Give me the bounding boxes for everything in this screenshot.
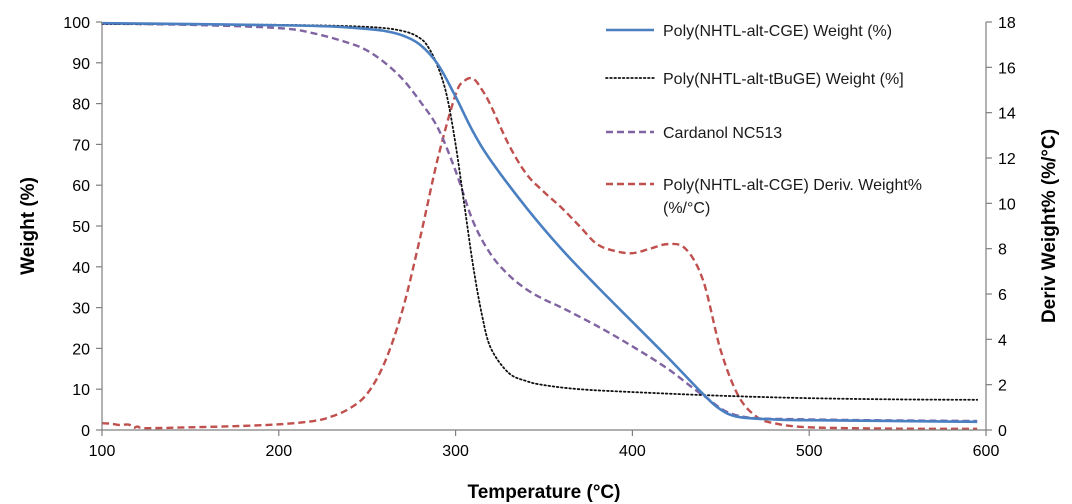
y2-axis-title: Deriv Weight% (%/°C) xyxy=(1039,129,1060,323)
series-layer xyxy=(101,21,979,431)
series-line-poly-nhtl-alt-tbuge-weight xyxy=(101,23,979,401)
y-tick-label: 80 xyxy=(72,97,90,114)
legend-label-poly-nhtl-alt-cge-deriv-weight-c: Poly(NHTL-alt-CGE) Deriv. Weight% (%/°C) xyxy=(663,177,922,217)
y2-tick-label: 4 xyxy=(998,332,1007,349)
x-tick-label: 200 xyxy=(265,443,292,460)
y2-tick-label: 12 xyxy=(998,151,1016,168)
x-tick-label: 300 xyxy=(442,443,469,460)
y-tick-label: 70 xyxy=(72,137,90,154)
y-tick-label: 20 xyxy=(72,341,90,358)
y-tick-label: 30 xyxy=(72,301,90,318)
x-tick-label: 500 xyxy=(796,443,823,460)
y2-tick-label: 18 xyxy=(998,15,1016,32)
y2-tick-label: 8 xyxy=(998,242,1007,259)
y-tick-label: 100 xyxy=(63,15,90,32)
y-tick-label: 10 xyxy=(72,382,90,399)
y-tick-label: 0 xyxy=(81,423,90,440)
y2-tick-label: 10 xyxy=(998,196,1016,213)
plot-area xyxy=(102,22,986,430)
y2-tick-label: 6 xyxy=(998,287,1007,304)
y2-ticks: 0 2 4 6 8 10 12 14 16 18 xyxy=(986,15,1016,440)
series-line-poly-nhtl-alt-cge-deriv-weight-c xyxy=(101,76,978,431)
x-axis-title: Temperature (°C) xyxy=(468,482,621,503)
x-ticks: 100 200 300 400 500 600 xyxy=(89,430,1000,460)
legend-label-poly-nhtl-alt-cge-weight: Poly(NHTL-alt-CGE) Weight (%) xyxy=(663,23,892,40)
y2-tick-label: 14 xyxy=(998,106,1016,123)
legend-label-cardanol-nc513: Cardanol NC513 xyxy=(663,125,782,142)
plot-background xyxy=(102,22,986,430)
x-tick-label: 400 xyxy=(619,443,646,460)
legend-label-poly-nhtl-alt-tbuge-weight: Poly(NHTL-alt-tBuGE) Weight (%] xyxy=(663,71,904,88)
series-line-cardanol-nc513 xyxy=(101,22,978,423)
y-tick-label: 60 xyxy=(72,178,90,195)
y2-tick-label: 2 xyxy=(998,378,1007,395)
y-tick-label: 50 xyxy=(72,219,90,236)
x-tick-label: 100 xyxy=(89,443,116,460)
y-tick-label: 90 xyxy=(72,56,90,73)
y2-tick-label: 0 xyxy=(998,423,1007,440)
y-tick-label: 40 xyxy=(72,260,90,277)
y-ticks: 0 10 20 30 40 50 60 70 80 90 100 xyxy=(63,15,102,440)
x-tick-label: 600 xyxy=(973,443,1000,460)
legend: Poly(NHTL-alt-CGE) Weight (%) Poly(NHTL-a… xyxy=(605,23,922,217)
y-axis-title: Weight (%) xyxy=(18,177,39,275)
series-line-poly-nhtl-alt-cge-weight xyxy=(101,21,978,424)
y2-tick-label: 16 xyxy=(998,60,1016,77)
